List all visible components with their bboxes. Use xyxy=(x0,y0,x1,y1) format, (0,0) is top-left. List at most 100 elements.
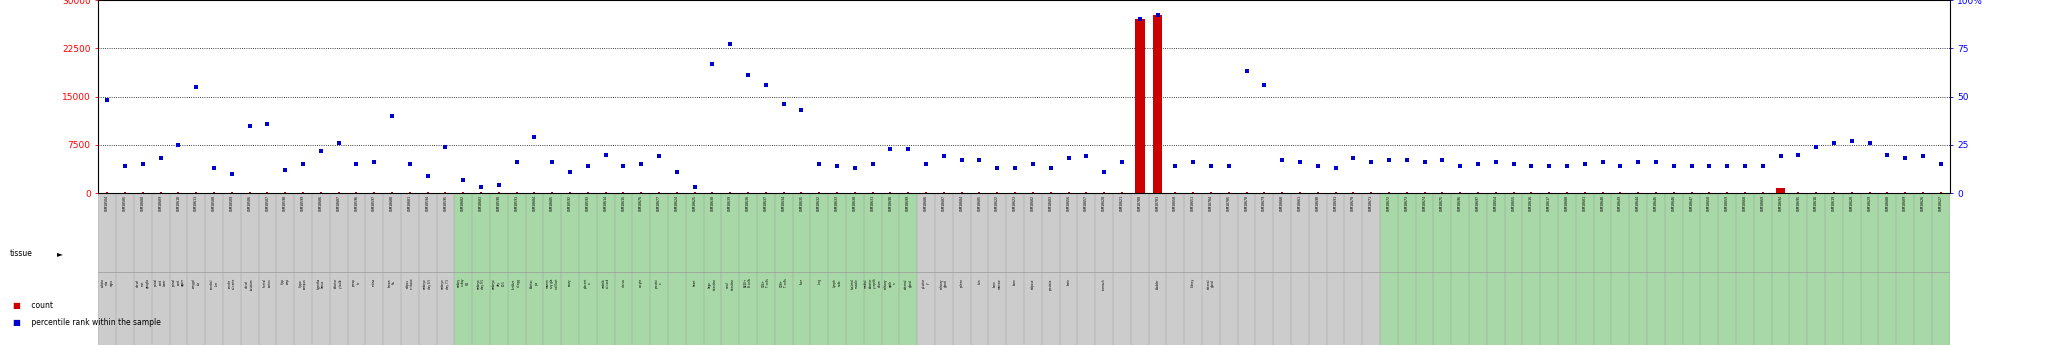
Text: blastoc
yts: blastoc yts xyxy=(530,278,539,288)
Text: GSM18677: GSM18677 xyxy=(657,195,662,211)
Text: kidney: kidney xyxy=(1192,278,1196,287)
Text: GSM18657: GSM18657 xyxy=(1083,195,1087,211)
Text: frontal
cortex: frontal cortex xyxy=(262,278,272,287)
Text: GSM18626: GSM18626 xyxy=(1921,195,1925,211)
Bar xyxy=(1380,193,1950,345)
Text: olfactor
y bulb: olfactor y bulb xyxy=(334,278,342,288)
Text: GSM18698: GSM18698 xyxy=(889,195,893,211)
Text: GSM18681: GSM18681 xyxy=(1583,195,1587,211)
Text: embryo
day
10.5: embryo day 10.5 xyxy=(492,278,506,289)
Text: adipose: adipose xyxy=(1030,278,1034,289)
Text: GSM18685: GSM18685 xyxy=(977,195,981,211)
Text: cerebr
al corte: cerebr al corte xyxy=(227,278,236,288)
Text: percentile rank within the sample: percentile rank within the sample xyxy=(29,318,160,327)
Text: umbilic
al cord: umbilic al cord xyxy=(602,278,610,288)
Bar xyxy=(1135,19,1145,193)
Text: GSM18654: GSM18654 xyxy=(1493,195,1497,211)
Text: GSM18632: GSM18632 xyxy=(817,195,821,211)
Text: GSM18687: GSM18687 xyxy=(942,195,946,211)
Text: GSM18624: GSM18624 xyxy=(676,195,678,211)
Text: GSM18694: GSM18694 xyxy=(1778,195,1782,211)
Text: GSM18594: GSM18594 xyxy=(426,195,430,211)
Text: ■: ■ xyxy=(12,301,20,310)
Text: embryo
day 7.5: embryo day 7.5 xyxy=(440,278,451,289)
Bar xyxy=(455,193,918,345)
Text: GSM18608: GSM18608 xyxy=(141,195,145,211)
Text: hipp
amp: hipp amp xyxy=(281,278,289,284)
Text: GSM18651: GSM18651 xyxy=(1192,195,1196,211)
Text: amygd
ala: amygd ala xyxy=(193,278,201,288)
Text: GSM18655: GSM18655 xyxy=(1511,195,1516,211)
Text: substa
ntia
nigra: substa ntia nigra xyxy=(100,278,115,287)
Text: GSM18647: GSM18647 xyxy=(1690,195,1694,211)
Text: retina: retina xyxy=(373,278,377,286)
Text: adipos
e tissue: adipos e tissue xyxy=(406,278,414,289)
Text: GSM18602: GSM18602 xyxy=(461,195,465,211)
Text: GSM18596: GSM18596 xyxy=(354,195,358,211)
Text: ovary: ovary xyxy=(567,278,571,286)
Text: GSM18689: GSM18689 xyxy=(1903,195,1907,211)
Text: GSM18633: GSM18633 xyxy=(836,195,840,211)
Text: GSM18678: GSM18678 xyxy=(1245,195,1249,211)
Text: adrenal
gland: adrenal gland xyxy=(1206,278,1214,288)
Text: bone: bone xyxy=(1014,278,1018,285)
Text: oocyte: oocyte xyxy=(639,278,643,287)
Text: GSM18616: GSM18616 xyxy=(1530,195,1534,211)
Text: GSM18676: GSM18676 xyxy=(639,195,643,211)
Text: GSM18639: GSM18639 xyxy=(729,195,733,211)
Bar xyxy=(98,193,455,345)
Text: GSM18691: GSM18691 xyxy=(1333,195,1337,211)
Text: GSM18672: GSM18672 xyxy=(1386,195,1391,211)
Text: spinal
cord
lower: spinal cord lower xyxy=(154,278,168,286)
Text: adrenal
gland: adrenal gland xyxy=(903,278,913,288)
Text: GSM18604: GSM18604 xyxy=(532,195,537,211)
Text: GSM18592: GSM18592 xyxy=(567,195,571,211)
Text: GSM18661: GSM18661 xyxy=(1298,195,1303,211)
Text: GSM18680: GSM18680 xyxy=(1565,195,1569,211)
Text: GSM18606: GSM18606 xyxy=(319,195,324,211)
Text: GSM18595: GSM18595 xyxy=(444,195,446,211)
Text: GSM18589: GSM18589 xyxy=(229,195,233,211)
Text: spleen: spleen xyxy=(961,278,965,287)
Text: GSM18636: GSM18636 xyxy=(745,195,750,211)
Text: GSM18679: GSM18679 xyxy=(1262,195,1266,211)
Text: hypotha
lamus: hypotha lamus xyxy=(317,278,326,289)
Text: GSM18619: GSM18619 xyxy=(1833,195,1835,211)
Text: GSM18597: GSM18597 xyxy=(373,195,377,211)
Text: GSM18591: GSM18591 xyxy=(514,195,518,211)
Text: GSM18637: GSM18637 xyxy=(764,195,768,211)
Text: GSM18630: GSM18630 xyxy=(852,195,856,211)
Text: GSM18656: GSM18656 xyxy=(1067,195,1071,211)
Text: pituitar
y: pituitar y xyxy=(922,278,930,288)
Text: fertilize
d egg: fertilize d egg xyxy=(512,278,520,288)
Text: GSM18605: GSM18605 xyxy=(551,195,555,211)
Text: GSM18635: GSM18635 xyxy=(799,195,803,211)
Text: CD8+
T cells: CD8+ T cells xyxy=(780,278,788,287)
Text: GSM18650: GSM18650 xyxy=(1174,195,1178,211)
Text: uterus: uterus xyxy=(621,278,625,287)
Text: tissue: tissue xyxy=(10,249,33,258)
Text: GSM18695: GSM18695 xyxy=(1796,195,1800,211)
Text: GSM18658: GSM18658 xyxy=(1708,195,1712,211)
Text: lung: lung xyxy=(817,278,821,284)
Text: B220+
B cells: B220+ B cells xyxy=(743,278,752,287)
Text: GSM18683: GSM18683 xyxy=(1049,195,1053,211)
Text: GSM18617: GSM18617 xyxy=(1546,195,1550,211)
Text: GSM18611: GSM18611 xyxy=(195,195,199,211)
Text: large
intestine: large intestine xyxy=(709,278,717,290)
Text: GSM18682: GSM18682 xyxy=(1030,195,1034,211)
Text: brain: brain xyxy=(1067,278,1071,285)
Text: GSM18601: GSM18601 xyxy=(408,195,412,211)
Text: GSM18704: GSM18704 xyxy=(1208,195,1212,211)
Text: GSM18649: GSM18649 xyxy=(1618,195,1622,211)
Text: mamm
ary gla
nd (lact: mamm ary gla nd (lact xyxy=(545,278,559,289)
Text: skin: skin xyxy=(977,278,981,284)
Text: spinal
cord
upper: spinal cord upper xyxy=(172,278,184,286)
Text: dorsal
striatum: dorsal striatum xyxy=(246,278,254,290)
Text: GSM18622: GSM18622 xyxy=(995,195,999,211)
Text: GSM18699: GSM18699 xyxy=(907,195,909,211)
Text: GSM18621: GSM18621 xyxy=(1120,195,1124,211)
Text: GSM18620: GSM18620 xyxy=(1102,195,1106,211)
Text: GSM18631: GSM18631 xyxy=(870,195,874,211)
Text: prostate: prostate xyxy=(1049,278,1053,290)
